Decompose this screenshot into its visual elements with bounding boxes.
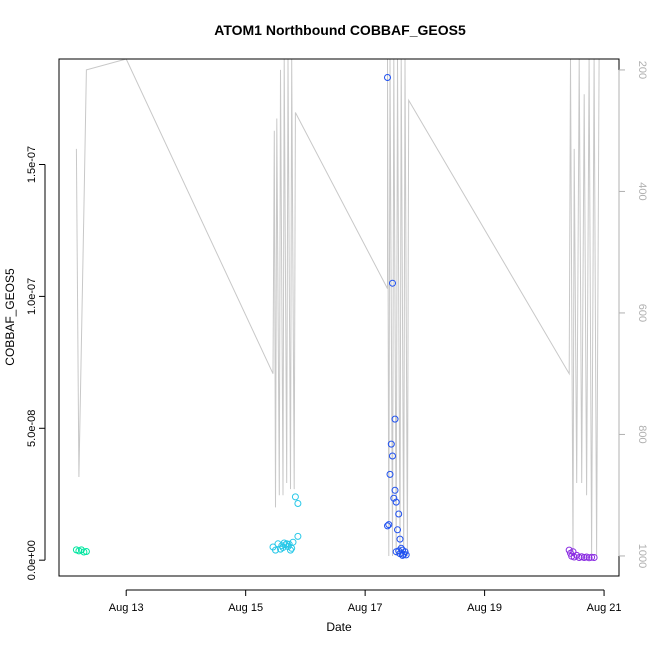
right-tick-label: 600 [636,304,648,322]
x-tick-label: Aug 21 [587,602,622,614]
data-point [588,553,596,561]
data-point [590,554,598,561]
y-tick-label: 1.0e-07 [26,278,38,315]
data-point [386,470,394,478]
data-point [569,548,577,556]
right-axis: 200 400 600 800 1000 [618,61,648,568]
data-point [387,440,395,448]
right-tick-label: 200 [636,61,648,79]
data-point [287,546,294,554]
data-point [585,554,593,562]
data-point [391,415,399,423]
y-axis-title: COBBAF_GEOS5 [3,268,17,366]
x-tick-label: Aug 17 [348,602,383,614]
right-tick-label: 400 [636,182,648,200]
x-tick-label: Aug 13 [109,602,144,614]
x-axis: Aug 13 Aug 15 Aug 17 Aug 19 Aug 21 [109,589,622,614]
data-point [392,498,400,506]
y-tick-label: 1.5e-07 [26,146,38,183]
data-point [389,452,396,460]
y-tick-label: 5.0e-08 [26,410,38,447]
data-point [565,546,573,554]
plot-frame [58,58,620,577]
y-axis: 0.0e+00 5.0e-08 1.0e-07 1.5e-07 [26,146,46,580]
x-tick-label: Aug 15 [228,602,263,614]
data-point [385,521,393,529]
data-point [394,526,401,534]
data-point [80,548,88,556]
chart-title: ATOM1 Northbound COBBAF_GEOS5 [214,22,466,38]
data-point [291,493,299,501]
data-point [401,548,409,556]
data-point [289,538,297,546]
data-point [82,548,90,555]
data-point [396,535,404,543]
data-point [294,532,302,540]
points-layer [72,74,598,562]
y-tick-label: 0.0e+00 [26,540,38,580]
x-tick-label: Aug 19 [467,602,502,614]
data-point [384,74,391,81]
data-point [384,522,391,530]
right-tick-label: 800 [636,425,648,443]
data-point [294,500,302,507]
right-tick-label: 1000 [636,544,648,568]
data-point [395,510,403,518]
x-axis-title: Date [326,620,352,634]
data-point [402,551,410,559]
pressure-line-layer [75,59,600,557]
pressure-line [75,59,600,557]
data-point [389,279,396,287]
data-point [391,486,399,494]
data-point [272,546,279,554]
